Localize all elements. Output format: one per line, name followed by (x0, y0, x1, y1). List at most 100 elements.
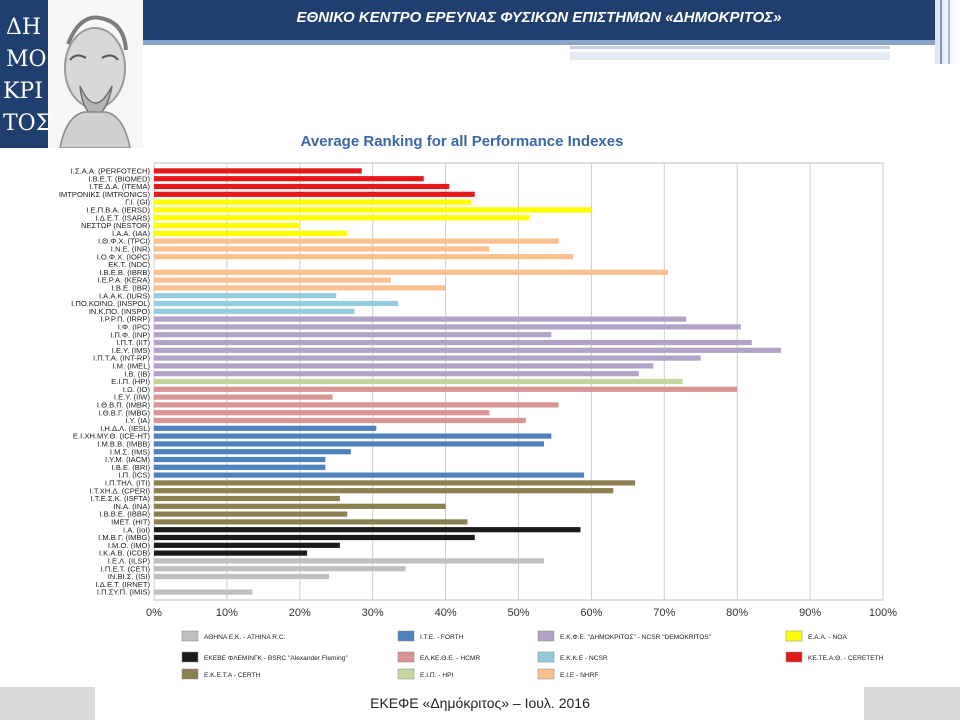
x-tick-label: 20% (289, 607, 311, 619)
category-label: Ι.Ε.Λ. (ILSP) (108, 557, 151, 566)
democritus-logo: ΔΗ ΜΟ ΚΡΙ ΤΟΣ (0, 0, 143, 149)
svg-text:ΚΡΙ: ΚΡΙ (3, 79, 43, 104)
legend-swatch (397, 630, 415, 642)
bar (154, 207, 592, 213)
bar (154, 480, 636, 486)
bar (154, 300, 399, 307)
bar (154, 495, 340, 502)
ranking-chart: Average Ranking for all Performance Inde… (59, 133, 897, 680)
legend-label: ΚΕ.ΤΕ.Α.Θ. - CERETETH (808, 655, 884, 662)
category-label: Ι.Υ. (IA) (125, 416, 150, 425)
category-label: Ι.Δ.Ε.Τ. (ISARS) (96, 213, 151, 222)
legend-swatch (785, 651, 803, 663)
bar (154, 191, 475, 197)
footer-left-panel (0, 687, 95, 720)
bar (154, 472, 585, 478)
x-tick-label: 10% (216, 607, 238, 619)
legend-label: Ε.Κ.Ε.Τ.Α - CERTH (204, 672, 261, 679)
legend-label: ΕΚΕΒΕ ΦΛΕΜΙΝΓΚ - BSRC "Alexander Fleming… (204, 655, 348, 662)
x-tick-label: 100% (869, 607, 897, 619)
bar (154, 355, 701, 361)
category-label: Ι.Β. (IB) (124, 369, 150, 378)
legend-swatch (397, 651, 415, 663)
footer-text: ΕΚΕΦΕ «Δημόκριτος» – Ιουλ. 2016 (370, 695, 590, 711)
x-tick-label: 80% (726, 607, 748, 619)
bar (154, 378, 683, 385)
bar (154, 425, 377, 431)
bar (154, 519, 468, 525)
bar (154, 293, 337, 299)
category-label: Ι.Ε.Υ. (IMS) (112, 346, 151, 355)
bar (154, 222, 300, 229)
category-label: Ι.Π. (ICS) (118, 471, 150, 480)
legend-label: ΕΛ.ΚΕ.Θ.Ε. - HCMR (420, 655, 480, 662)
category-label: Ι.Π.Τ. (IIT) (116, 338, 150, 347)
category-label: ΙΜΤΡΟΝΙΚΣ (IMTRONICS) (59, 190, 151, 199)
bar (154, 308, 355, 314)
bar (154, 371, 639, 377)
category-label: Ι.Δ.Ε.Τ. (IRNET) (96, 580, 151, 589)
bar (154, 363, 654, 369)
bar (154, 238, 559, 244)
legend-swatch (397, 668, 415, 680)
category-label: Ι.Β.Ε. (IBR) (112, 284, 151, 293)
category-label: Ι.Μ.Ο. (IMO) (108, 541, 151, 550)
category-label: Ι.Κ.Α.Β. (ICDB) (99, 549, 151, 558)
category-label: Ι.Α.Α.Κ. (IURS) (99, 291, 151, 300)
category-label: ΙΜΕΤ. (HIT) (111, 518, 150, 527)
legend-swatch (537, 651, 555, 663)
x-tick-label: 90% (799, 607, 821, 619)
x-tick-label: 60% (580, 607, 602, 619)
logo-lettering: ΔΗ ΜΟ ΚΡΙ ΤΟΣ (3, 15, 51, 136)
category-label: Ι.Φ. (IPC) (118, 323, 151, 332)
category-label: Ι.Υ.Μ. (IACM) (105, 455, 150, 464)
category-label: Ι.Θ.Β.Π. (IMBR) (97, 401, 151, 410)
bar (154, 183, 450, 190)
category-label: Ι.Π.Τ.Α. (INT-RP) (93, 354, 150, 363)
category-label: Ι.Σ.Α.Α. (PERFOTECH) (71, 167, 151, 176)
bar (154, 332, 552, 338)
category-label: Ι.Ρ.Ρ.Π. (IRRP) (100, 315, 150, 324)
category-label: Ι.Π.ΣΥ.Π. (IMIS) (97, 588, 151, 597)
bar (154, 215, 530, 221)
bar (154, 488, 614, 494)
legend-swatch (181, 668, 199, 680)
category-label: Ι.Μ. (IMEL) (112, 362, 150, 371)
bar (154, 199, 472, 205)
category-label: Ι.Ν.Ε. (INR) (111, 245, 151, 254)
x-tick-label: 40% (435, 607, 457, 619)
bar (154, 456, 326, 463)
bar (154, 347, 781, 353)
bar (154, 433, 552, 439)
bar (154, 316, 687, 322)
category-label: Ι.Θ.Β.Γ. (IMBG) (99, 408, 151, 417)
bar (154, 285, 446, 291)
category-label: Ι.Π.ΤΗΛ. (ITI) (105, 479, 151, 488)
legend-label: Ε.Κ.Κ.Ε - NCSR (560, 655, 608, 662)
category-label: Γ.Ι. (GI) (125, 198, 150, 207)
category-label: Ι.Τ.ΧΗ.Δ. (CPERI) (90, 486, 151, 495)
category-label: ΕΚ.Τ. (NDC) (108, 260, 150, 269)
category-label: Ι.ΤΕ.Δ.Α. (ITEMA) (89, 182, 150, 191)
x-tick-label: 70% (653, 607, 675, 619)
legend-swatch (537, 630, 555, 642)
legend-label: Ε.Α.Α. - NOA (808, 634, 847, 641)
category-label: Ι.Α.Α. (IAA) (112, 229, 150, 238)
category-label: ΙΝ.ΒΙ.Σ. (ISI) (108, 572, 151, 581)
category-label: Ι.Τ.Ε.Σ.Κ. (ISFTA) (91, 494, 151, 503)
category-label: Ι.Θ.Φ.Χ. (TPCI) (98, 237, 151, 246)
bar (154, 386, 738, 392)
header-stripe (948, 0, 950, 64)
category-label: Ι.Ω. (IO) (123, 385, 151, 394)
legend-label: Ε.Κ.Φ.Ε. "ΔΗΜΟΚΡΙΤΟΣ" - NCSR "DEMOKRITOS… (560, 634, 712, 641)
category-label: Ι.Β.Β.Ε. (IBBR) (99, 510, 150, 519)
bar (154, 464, 326, 470)
header-stripe (143, 40, 935, 45)
legend-label: Ι.Τ.Ε. - FORTH (420, 634, 464, 641)
category-label: Ι.Η.Δ.Λ. (IESL) (100, 424, 150, 433)
bar (154, 230, 348, 236)
bar (154, 534, 475, 541)
category-label: Ε.Ι.ΧΗ.ΜΥ.Θ. (ICE-HT) (73, 432, 151, 441)
bar (154, 589, 253, 595)
bar (154, 410, 490, 416)
